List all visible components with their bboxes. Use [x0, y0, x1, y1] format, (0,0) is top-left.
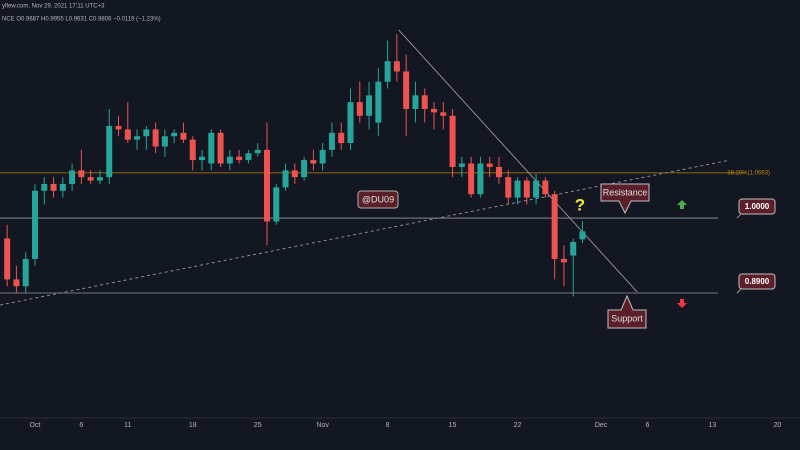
candle-body: [22, 258, 29, 287]
candle-body: [495, 166, 502, 178]
candle-body: [403, 71, 410, 109]
candle-body: [384, 61, 391, 82]
candle-body: [570, 241, 577, 256]
candle-body: [412, 95, 419, 109]
x-tick-label: 15: [449, 422, 457, 429]
trendline: [398, 29, 638, 293]
candle-body: [440, 112, 447, 116]
candle-body: [245, 153, 252, 161]
question-mark: ?: [575, 195, 585, 214]
candle-body: [41, 183, 48, 191]
x-tick-label: 18: [189, 422, 197, 429]
candle-body: [328, 132, 335, 150]
support-label: Support: [611, 313, 643, 323]
candle-body: [152, 129, 159, 147]
time-axis: [0, 418, 800, 450]
candle-body: [458, 163, 465, 167]
x-tick-label: 20: [773, 422, 781, 429]
level-box: [738, 198, 776, 215]
candle-body: [87, 177, 94, 181]
candle-body: [523, 180, 530, 198]
candle-body: [542, 180, 549, 195]
candle-body: [13, 279, 20, 287]
candle-body: [338, 132, 345, 144]
candle-body: [106, 126, 113, 178]
candle-body: [143, 129, 150, 137]
candle-body: [301, 160, 308, 178]
header-source: yflew.com, Nov 29, 2021 17:11 UTC+3: [2, 4, 105, 10]
down-arrow: [677, 299, 687, 308]
candle-body: [551, 194, 558, 259]
level-label: 0.8900: [745, 277, 770, 286]
candle-body: [161, 136, 168, 147]
candle-body: [236, 156, 243, 161]
x-tick-label: 6: [79, 422, 83, 429]
x-tick-label: Dec: [595, 422, 608, 429]
candle-body: [291, 170, 298, 178]
candle-body: [356, 102, 363, 116]
candle-body: [254, 149, 261, 154]
candle-body: [31, 190, 38, 259]
candle-body: [319, 149, 326, 164]
x-tick-label: Oct: [30, 422, 41, 429]
candle-body: [171, 132, 178, 137]
candle-body: [347, 102, 354, 144]
candle-body: [579, 231, 586, 240]
candle-body: [477, 163, 484, 195]
candle-body: [393, 61, 400, 72]
watermark-box: [357, 190, 399, 209]
fib-label: 38.20%(1.0663): [727, 170, 770, 176]
annotations: @DU09 Resistance Support ?: [357, 183, 687, 329]
x-tick-label: 25: [254, 422, 262, 429]
candle-body: [208, 132, 215, 164]
candle-body: [263, 149, 270, 222]
candle-body: [4, 238, 11, 280]
candle-body: [282, 170, 289, 188]
candle-body: [217, 132, 224, 164]
candle-body: [50, 183, 57, 191]
x-tick-label: 6: [645, 422, 649, 429]
candle-body: [560, 258, 567, 263]
level-box: [738, 273, 776, 290]
resistance-label: Resistance: [603, 187, 648, 197]
candle-body: [514, 180, 521, 198]
candle-body: [199, 156, 206, 161]
candle-body: [69, 170, 76, 184]
candle-body: [124, 129, 131, 140]
candle-body: [310, 160, 317, 164]
candle-body: [59, 183, 66, 191]
candle-body: [449, 115, 456, 167]
header-ohlc: NCE O0.9687 H0.9955 L0.9631 C0.9806 −0.0…: [2, 17, 161, 23]
candle-body: [421, 95, 428, 109]
x-tick-label: 8: [386, 422, 390, 429]
x-tick-label: Nov: [316, 422, 329, 429]
support-callout: [607, 294, 647, 329]
candle-body: [96, 177, 103, 181]
up-arrow: [677, 200, 687, 209]
candle-body: [366, 95, 373, 116]
candle-body: [505, 177, 512, 198]
candle-body: [134, 136, 141, 140]
candle-body: [189, 139, 196, 161]
candle-body: [226, 156, 233, 164]
candle-body: [375, 81, 382, 123]
candle-body: [533, 180, 540, 198]
candle-body: [468, 163, 475, 195]
watermark: @DU09: [362, 194, 394, 204]
resistance-callout: [600, 183, 650, 215]
candle-body: [78, 170, 85, 178]
candle-body: [486, 163, 493, 167]
candle-body: [115, 126, 122, 130]
candle-body: [273, 187, 280, 222]
candle-body: [431, 108, 438, 113]
x-tick-label: 13: [709, 422, 717, 429]
x-tick-label: 11: [124, 422, 131, 429]
x-tick-label: 22: [514, 422, 522, 429]
level-label: 1.0000: [745, 202, 770, 211]
candle-body: [180, 132, 187, 140]
